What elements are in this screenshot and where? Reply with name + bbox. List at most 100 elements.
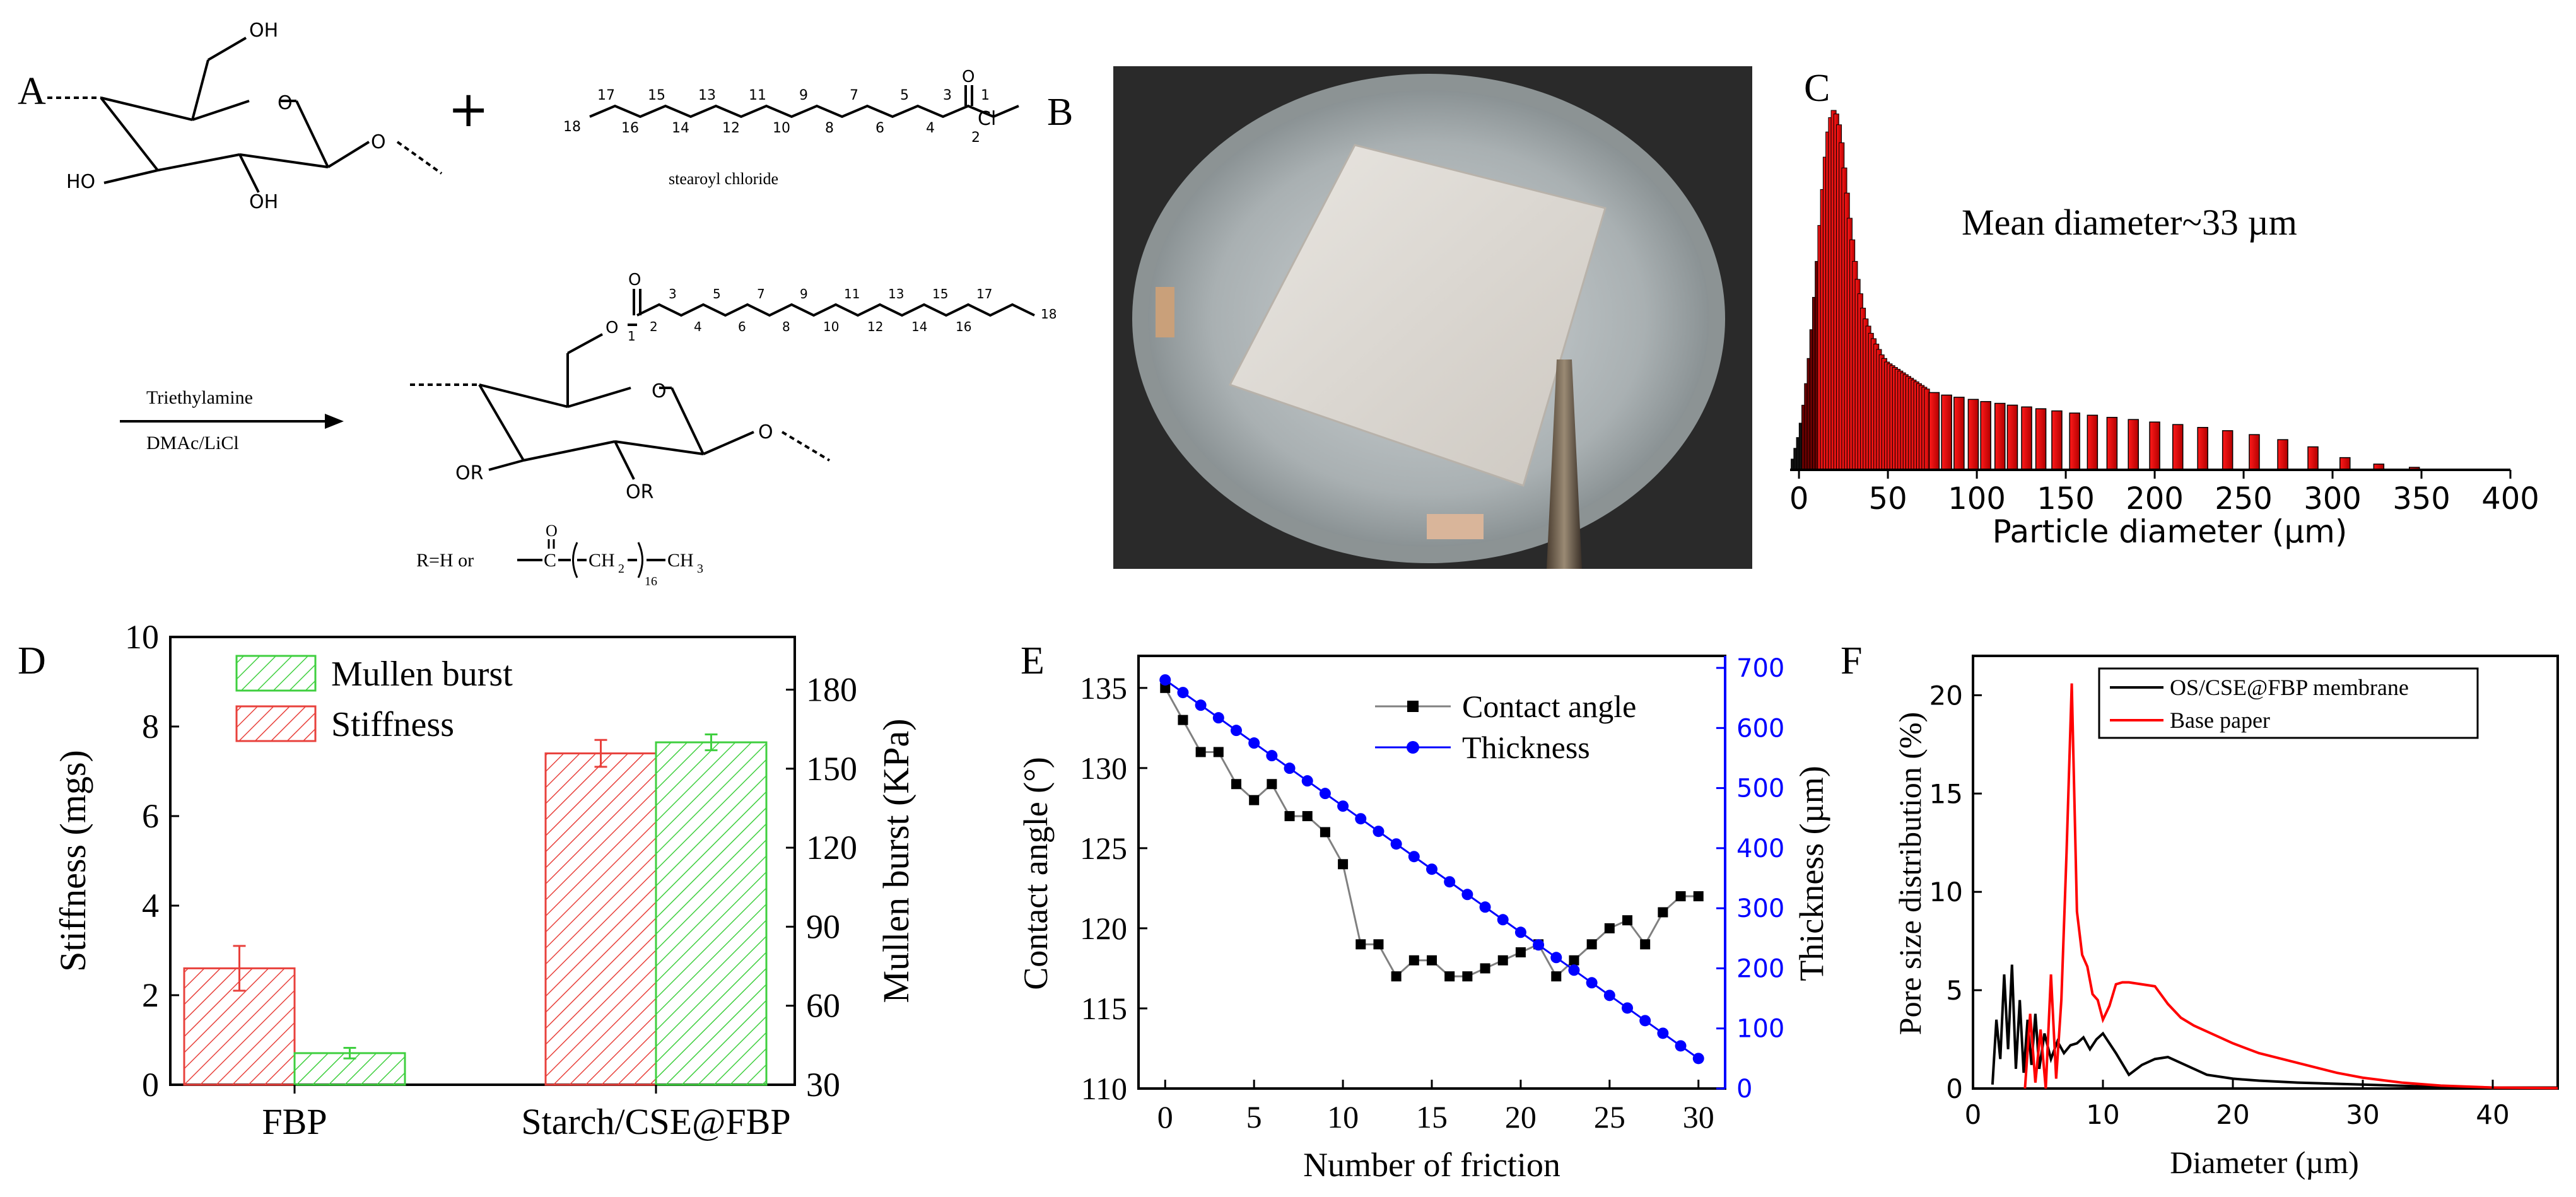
contact-angle-point <box>1196 747 1206 757</box>
thickness-point <box>1320 788 1331 799</box>
pc-13: 13 <box>888 286 904 301</box>
f-y-tick-label: 15 <box>1929 778 1963 809</box>
thickness-point <box>1302 775 1313 786</box>
thickness-point <box>1604 990 1615 1001</box>
contact-angle-point <box>1551 971 1561 981</box>
histogram-bar <box>2278 440 2288 470</box>
panel-e-label: E <box>1021 639 1045 682</box>
contact-angle-point <box>1480 963 1490 973</box>
e-x-tick-label: 0 <box>1157 1099 1173 1135</box>
f-series <box>1993 684 2558 1089</box>
product-ring-oxygen: O <box>652 380 667 402</box>
d-y-tick-label: 0 <box>142 1066 159 1104</box>
c-x-axis-label: Particle diameter (µm) <box>1993 513 2348 550</box>
histogram-bar <box>1995 404 2005 470</box>
f-legend: OS/CSE@FBP membrane Base paper <box>2099 669 2478 738</box>
e-legend: Contact angle Thickness <box>1375 689 1636 765</box>
d-y-tick-label: 6 <box>142 797 159 835</box>
r-group-definition: R=H or C O CH 2 16 CH 3 <box>416 522 703 588</box>
histogram-bar <box>2070 413 2080 470</box>
pc-3: 3 <box>669 286 677 301</box>
f-x-tick-label: 0 <box>1965 1099 1982 1130</box>
product-chain <box>637 305 1034 315</box>
d-y-right-tick-label: 30 <box>806 1066 840 1104</box>
contact-angle-point <box>1267 779 1277 789</box>
pc-16: 16 <box>956 319 971 334</box>
thickness-point <box>1550 952 1562 963</box>
histogram-bars <box>1791 110 2457 470</box>
thickness-point <box>1657 1027 1668 1039</box>
rc-8: 8 <box>825 120 834 136</box>
repeat-count: 16 <box>645 575 657 588</box>
contact-angle-point <box>1444 971 1455 981</box>
histogram-bar <box>1941 395 1952 470</box>
f-x-tick-label: 30 <box>2346 1099 2379 1130</box>
contact-angle-point <box>1178 715 1188 725</box>
histogram-bar <box>2340 458 2350 470</box>
pc-7: 7 <box>757 286 765 301</box>
thickness-point <box>1284 762 1296 774</box>
e-y-right-tick-label: 300 <box>1736 894 1784 923</box>
contact-angle-point <box>1373 939 1383 949</box>
contact-angle-point <box>1498 955 1508 966</box>
e-y-right-tick-label: 400 <box>1736 834 1784 863</box>
c-x-ticks: 0 50 100 150 200 250 300 350 400 <box>1789 470 2539 517</box>
legend-label-contact-angle: Contact angle <box>1462 689 1636 724</box>
ester-carbonyl-o: O <box>628 271 641 289</box>
histogram-bar <box>2173 424 2183 470</box>
thickness-point <box>1497 914 1509 925</box>
d-x-category-label: FBP <box>262 1101 327 1142</box>
e-x-tick-label: 15 <box>1416 1099 1448 1135</box>
thickness-point <box>1639 1015 1651 1026</box>
thickness-point <box>1231 725 1242 736</box>
contact-angle-point <box>1409 955 1419 966</box>
pc-18: 18 <box>1041 307 1057 322</box>
f-x-axis-label: Diameter (µm) <box>2170 1145 2359 1180</box>
glycosidic-oxygen: O <box>371 131 386 153</box>
thickness-point <box>1622 1002 1633 1013</box>
panel-c: C 0 50 100 150 200 250 300 350 400 Mean diameter… <box>1789 67 2539 550</box>
membrane-line <box>1993 965 2558 1088</box>
ch3-text: CH <box>667 550 694 571</box>
pc-1: 1 <box>628 329 636 344</box>
stearoyl-chloride-name: stearoyl chloride <box>669 170 778 188</box>
histogram-bar <box>1968 399 1978 470</box>
figure-canvas: A OH HO OH O O + O Cl 18 <box>0 0 2576 1197</box>
rc-3: 3 <box>943 88 952 103</box>
contact-angle-point <box>1676 891 1686 901</box>
pc-14: 14 <box>911 319 927 334</box>
e-x-tick-label: 5 <box>1246 1099 1262 1135</box>
contact-angle-point <box>1640 939 1650 949</box>
tape-bottom <box>1427 514 1484 539</box>
ch2-text: CH <box>588 550 615 571</box>
contact-angle-point <box>1462 971 1472 981</box>
pc-12: 12 <box>867 319 883 334</box>
contact-angle-point <box>1427 955 1437 966</box>
legend-swatch-mullen <box>237 656 315 691</box>
d-y-tick-label: 10 <box>125 618 159 656</box>
pc-10: 10 <box>823 319 839 334</box>
panel-d: D 0246810306090120150180FBP Starch/CSE@FB… <box>18 618 916 1142</box>
histogram-bar <box>2128 419 2138 470</box>
thickness-point <box>1461 889 1473 900</box>
r-oxygen: O <box>546 522 558 540</box>
rc-1: 1 <box>981 88 990 103</box>
e-y-right-axis-label: Thickness (µm) <box>1793 766 1830 981</box>
contact-angle-point <box>1320 827 1330 837</box>
c-x-tick-label: 150 <box>2037 481 2095 517</box>
rc-6: 6 <box>875 120 884 136</box>
rc-7: 7 <box>850 88 858 103</box>
ch2-subscript: 2 <box>618 562 624 576</box>
pc-6: 6 <box>738 319 746 334</box>
thickness-point <box>1408 851 1420 862</box>
rc-11: 11 <box>749 88 766 103</box>
c-x-tick-label: 200 <box>2126 481 2184 517</box>
panel-d-label: D <box>18 639 46 682</box>
d-y-right-tick-label: 120 <box>806 829 857 867</box>
e-y-right-tick-label: 100 <box>1736 1015 1784 1044</box>
contact-angle-point <box>1587 939 1597 949</box>
panel-e: E 0 5 10 15 20 25 3011011512012513013501002003… <box>1017 639 1830 1184</box>
e-x-axis-label: Number of friction <box>1303 1146 1560 1184</box>
d-y-axis-label: Stiffness (mgs) <box>52 750 93 972</box>
histogram-bar <box>2223 431 2233 470</box>
